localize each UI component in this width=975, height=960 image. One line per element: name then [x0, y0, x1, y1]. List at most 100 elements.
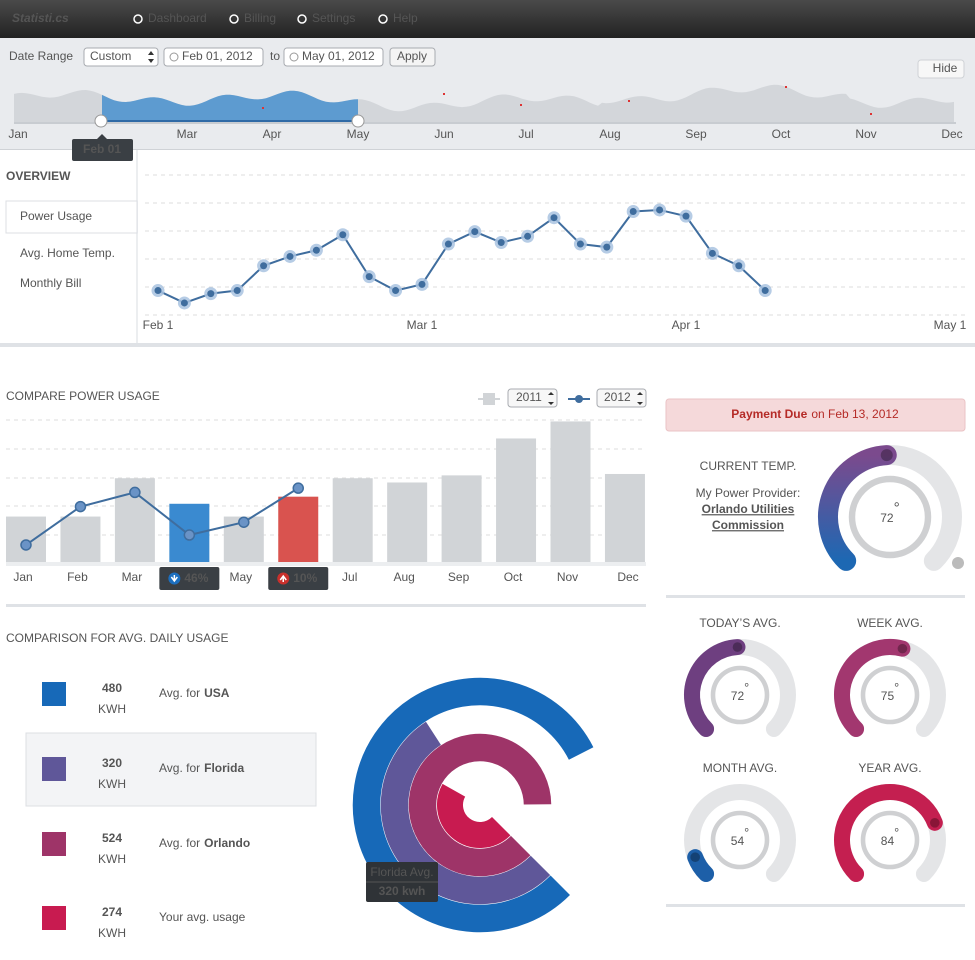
- change-arrow: [170, 575, 178, 583]
- bar[interactable]: [278, 496, 319, 562]
- usage-prefix: Avg. for: [159, 761, 200, 775]
- tooltip-pointer: [97, 134, 107, 139]
- gauge-knob: [732, 642, 743, 652]
- range-handle[interactable]: [94, 114, 108, 128]
- legend-select[interactable]: [596, 388, 647, 408]
- gauge-value-label: 72: [880, 511, 894, 525]
- section-title: COMPARISON FOR AVG. DAILY USAGE: [6, 631, 229, 645]
- usage-ring[interactable]: [352, 677, 594, 933]
- gauge-face: [710, 810, 770, 870]
- select-arrows: [548, 402, 554, 405]
- gauge-title: YEAR AVG.: [858, 761, 921, 775]
- usage-ring[interactable]: [380, 721, 551, 905]
- gauge-value-label: 72: [731, 689, 745, 703]
- date-input: Feb 01, 2012: [182, 49, 253, 63]
- gauge-unit: °: [894, 500, 900, 517]
- gauge-unit: °: [744, 826, 749, 840]
- divider: [0, 343, 975, 347]
- provider-link[interactable]: Orlando Utilities: [702, 502, 795, 516]
- x-tick-label: Dec: [617, 570, 638, 584]
- chart-title: COMPARE POWER USAGE: [6, 389, 160, 403]
- active-tab[interactable]: [5, 200, 138, 234]
- input-box[interactable]: [83, 47, 159, 67]
- input-box[interactable]: [163, 47, 264, 67]
- usage-place: Florida: [204, 761, 244, 775]
- month-label: May: [347, 127, 370, 141]
- bar[interactable]: [604, 473, 645, 562]
- x-tick-label: Aug: [393, 570, 414, 584]
- gauge-reading: 54°: [731, 826, 749, 848]
- nav-item[interactable]: Settings: [312, 11, 355, 25]
- clock-icon: [169, 52, 179, 62]
- timeline-dot: [262, 107, 264, 109]
- hide-tab[interactable]: [917, 59, 965, 79]
- bar[interactable]: [496, 438, 537, 562]
- usage-ring[interactable]: [437, 783, 511, 848]
- menu-divider: [136, 150, 138, 343]
- usage-prefix: Avg. for: [159, 836, 200, 850]
- legend-swatch: [42, 757, 66, 781]
- date-input: May 01, 2012: [302, 49, 375, 63]
- bar[interactable]: [550, 421, 591, 562]
- timeline-selection: [102, 90, 358, 122]
- payment-alert[interactable]: [665, 398, 966, 432]
- payment-label: Payment Due: [731, 407, 807, 421]
- divider: [6, 604, 646, 607]
- change-arrow: [279, 574, 287, 582]
- data-point: [682, 212, 690, 220]
- select-arrows: [548, 392, 554, 395]
- timeline-dot: [870, 113, 872, 115]
- tab[interactable]: Power Usage: [20, 209, 92, 223]
- bar[interactable]: [441, 475, 482, 562]
- usage-prefix: Avg. for: [159, 686, 200, 700]
- data-point: [129, 486, 141, 499]
- gauge-value: [834, 784, 943, 882]
- divider: [0, 149, 975, 150]
- data-point: [550, 214, 558, 222]
- bar[interactable]: [332, 478, 373, 562]
- logo[interactable]: Statisti.cs: [12, 11, 69, 25]
- gauge-title: CURRENT TEMP.: [700, 459, 797, 473]
- tooltip-value: 320 kwh: [379, 884, 426, 898]
- data-point: [260, 262, 268, 270]
- input-box[interactable]: [283, 47, 384, 67]
- gauge-reading: 72°: [731, 681, 749, 703]
- legend-swatch: [42, 906, 66, 930]
- gauge-value: [687, 849, 715, 882]
- nav-icon: [378, 14, 388, 24]
- timeline-dot: [628, 100, 630, 102]
- data-point: [629, 208, 637, 215]
- tab[interactable]: Monthly Bill: [20, 276, 81, 290]
- nav-item[interactable]: Help: [393, 11, 418, 25]
- apply-button[interactable]: [389, 47, 436, 67]
- month-label: Sep: [685, 127, 707, 141]
- select-arrows: [637, 402, 643, 405]
- provider-link[interactable]: Commission: [712, 518, 784, 532]
- gauge-reading: 75°: [881, 681, 899, 703]
- usage-ring[interactable]: [408, 733, 552, 877]
- payment-date: on Feb 13, 2012: [811, 407, 899, 421]
- month-label: Oct: [772, 127, 791, 141]
- bar[interactable]: [387, 482, 428, 562]
- range-handle[interactable]: [351, 114, 365, 128]
- tab[interactable]: Avg. Home Temp.: [20, 246, 115, 260]
- data-point: [180, 299, 188, 307]
- data-point: [74, 500, 87, 513]
- nav-item[interactable]: Dashboard: [148, 11, 207, 25]
- data-point: [418, 280, 426, 288]
- data-point: [286, 252, 294, 260]
- month-label: Jul: [518, 127, 533, 141]
- data-point: [603, 243, 611, 251]
- nav-item[interactable]: Billing: [244, 11, 276, 25]
- usage-value: 320: [102, 756, 122, 770]
- data-point: [365, 273, 373, 281]
- legend-select[interactable]: [507, 388, 558, 408]
- data-point: [656, 206, 664, 214]
- data-point: [576, 240, 584, 248]
- toolbar: [0, 38, 975, 150]
- bar[interactable]: [60, 516, 101, 562]
- gauge-face: [860, 665, 920, 725]
- data-point: [207, 290, 215, 298]
- x-tick-label: Jul: [342, 570, 357, 584]
- row-highlight: [25, 732, 317, 807]
